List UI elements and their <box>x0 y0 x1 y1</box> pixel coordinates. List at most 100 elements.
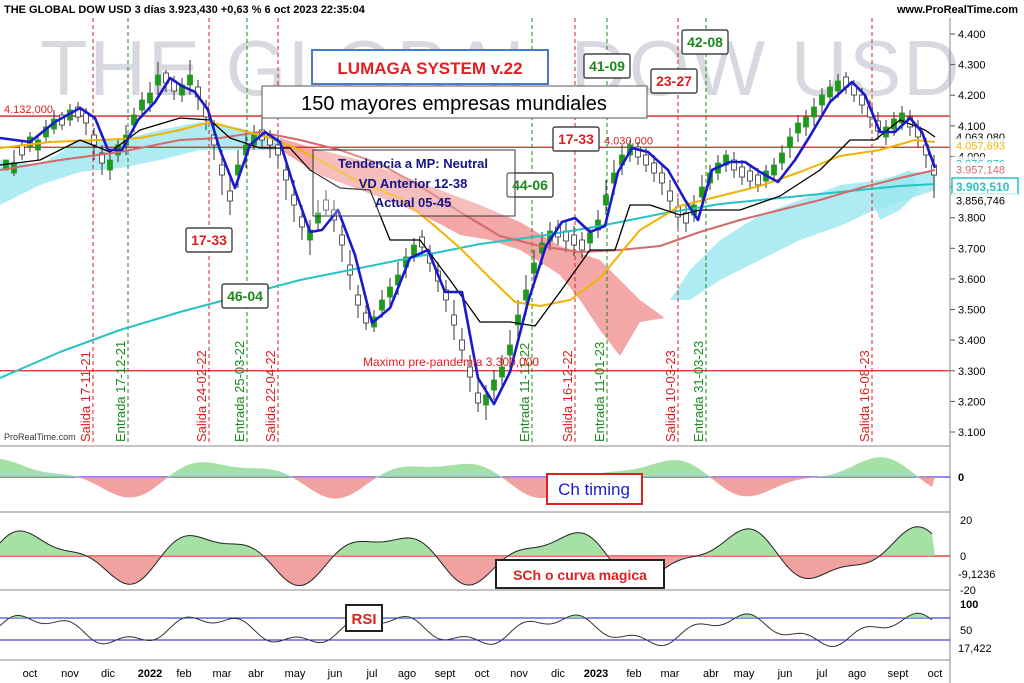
signal-box-label: 42-08 <box>687 34 723 50</box>
x-tick-label: oct <box>475 668 490 680</box>
candle-body <box>475 392 481 404</box>
candle-body <box>107 159 113 171</box>
candle-body <box>779 152 785 164</box>
x-tick-label: feb <box>176 668 191 680</box>
candle-body <box>443 289 449 301</box>
rsi-tick-label: 50 <box>960 625 972 637</box>
candle-body <box>291 194 297 206</box>
signal-box <box>681 29 729 55</box>
system-title: LUMAGA SYSTEM v.22 <box>337 59 522 78</box>
candle-body <box>227 190 233 202</box>
signal-label: Entrada 11-01-23 <box>592 342 607 442</box>
candle-body <box>515 314 521 326</box>
series-line <box>0 183 936 379</box>
site-link[interactable]: www.ProRealTime.com <box>896 4 1018 16</box>
candle-body <box>747 170 753 182</box>
last-value-label: 3.903,510 <box>956 180 1010 194</box>
candle-body <box>187 74 193 86</box>
signal-box-label: 44-06 <box>512 177 548 193</box>
sch-area-negative <box>0 556 935 586</box>
x-tick-label: may <box>285 668 306 680</box>
trend-line-3: Actual 05-45 <box>375 195 452 210</box>
y-tick-label: 3.800 <box>958 213 986 225</box>
candle-body <box>299 216 305 228</box>
sch-panel: 20 0 -20 -9,1236 <box>0 515 995 597</box>
x-tick-label: feb <box>626 668 641 680</box>
candle-body <box>739 166 745 178</box>
subtitle: 150 mayores empresas mundiales <box>301 93 607 115</box>
ch-zero-label: 0 <box>958 472 964 484</box>
x-tick-label: jul <box>815 668 827 680</box>
y-tick-label: 4.100 <box>958 121 986 133</box>
rsi-overbought-area <box>0 613 935 618</box>
candle-body <box>483 394 489 406</box>
sch-value-label: -9,1236 <box>958 569 995 581</box>
candle-body <box>355 294 361 306</box>
sch-tick-label: -20 <box>960 585 976 597</box>
value-label-bg <box>952 162 1018 177</box>
signal-label: Entrada 17-12-21 <box>113 341 128 442</box>
candle-body <box>819 94 825 106</box>
level-label: 4.132,000 <box>4 104 53 116</box>
candle-body <box>147 92 153 104</box>
signal-box <box>221 283 269 309</box>
candle-body <box>499 366 505 378</box>
x-tick-label: sept <box>888 668 909 680</box>
rsi-line <box>0 612 933 648</box>
rsi-tick-label: 100 <box>960 599 978 611</box>
signal-label: Salida 10-03-23 <box>663 350 678 442</box>
x-tick-label: ago <box>848 668 866 680</box>
series-line <box>0 76 937 406</box>
y-tick-label: 4.200 <box>958 90 986 102</box>
candle-body <box>827 86 833 98</box>
candle-body <box>459 339 465 351</box>
rsi-panel: 100 50 17,422 <box>0 599 992 655</box>
x-tick-label: 2023 <box>584 668 608 680</box>
candle-body <box>155 74 161 86</box>
chart-header-title: THE GLOBAL DOW USD 3 días 3.923,430 +0,6… <box>4 4 366 16</box>
ichimoku-cloud <box>0 122 935 356</box>
candle-body <box>571 234 577 246</box>
y-tick-label: 3.600 <box>958 274 986 286</box>
signal-box-label: 17-33 <box>191 232 227 248</box>
signal-box-label: 41-09 <box>589 58 625 74</box>
candle-body <box>667 190 673 202</box>
signal-box <box>650 68 698 94</box>
candle-body <box>283 169 289 181</box>
x-tick-label: oct <box>928 668 943 680</box>
candle-body <box>323 199 329 211</box>
candle-body <box>491 379 497 391</box>
candle-body <box>531 262 537 274</box>
trend-line-1: Tendencia a MP: Neutral <box>338 156 488 171</box>
candle-body <box>899 112 905 124</box>
level-label: 4.030,000 <box>604 135 653 147</box>
subtitle-box <box>261 85 648 119</box>
x-tick-label: oct <box>23 668 38 680</box>
cloud-cyan-segment <box>0 122 280 205</box>
ch-area-negative <box>0 477 935 499</box>
signal-label: Entrada 11-11-22 <box>517 343 532 442</box>
candle-body <box>315 212 321 224</box>
candle-body <box>35 139 41 151</box>
x-tick-label: jun <box>777 668 793 680</box>
signal-box <box>506 172 554 198</box>
sch-tick-label: 0 <box>960 551 966 563</box>
signal-boxes: 17-33 46-04 44-06 17-33 41-09 23-27 42-08 <box>185 29 729 309</box>
candle-body <box>467 366 473 378</box>
signal-label: Salida 16-12-22 <box>560 350 575 442</box>
right-value-label: 4.057,693 <box>956 140 1005 152</box>
candle-body <box>379 299 385 311</box>
candle-body <box>643 154 649 166</box>
candle-body <box>635 146 641 158</box>
signal-box-label: 46-04 <box>227 288 263 304</box>
candle-body <box>755 174 761 186</box>
candle-body <box>811 106 817 118</box>
rsi-box <box>345 604 383 632</box>
cloud-cyan-segment <box>670 172 935 300</box>
rsi-label: RSI <box>351 611 376 628</box>
y-tick-label: 4.300 <box>958 60 986 72</box>
candle-body <box>451 314 457 326</box>
x-tick-label: jul <box>365 668 377 680</box>
trend-box <box>312 149 516 217</box>
